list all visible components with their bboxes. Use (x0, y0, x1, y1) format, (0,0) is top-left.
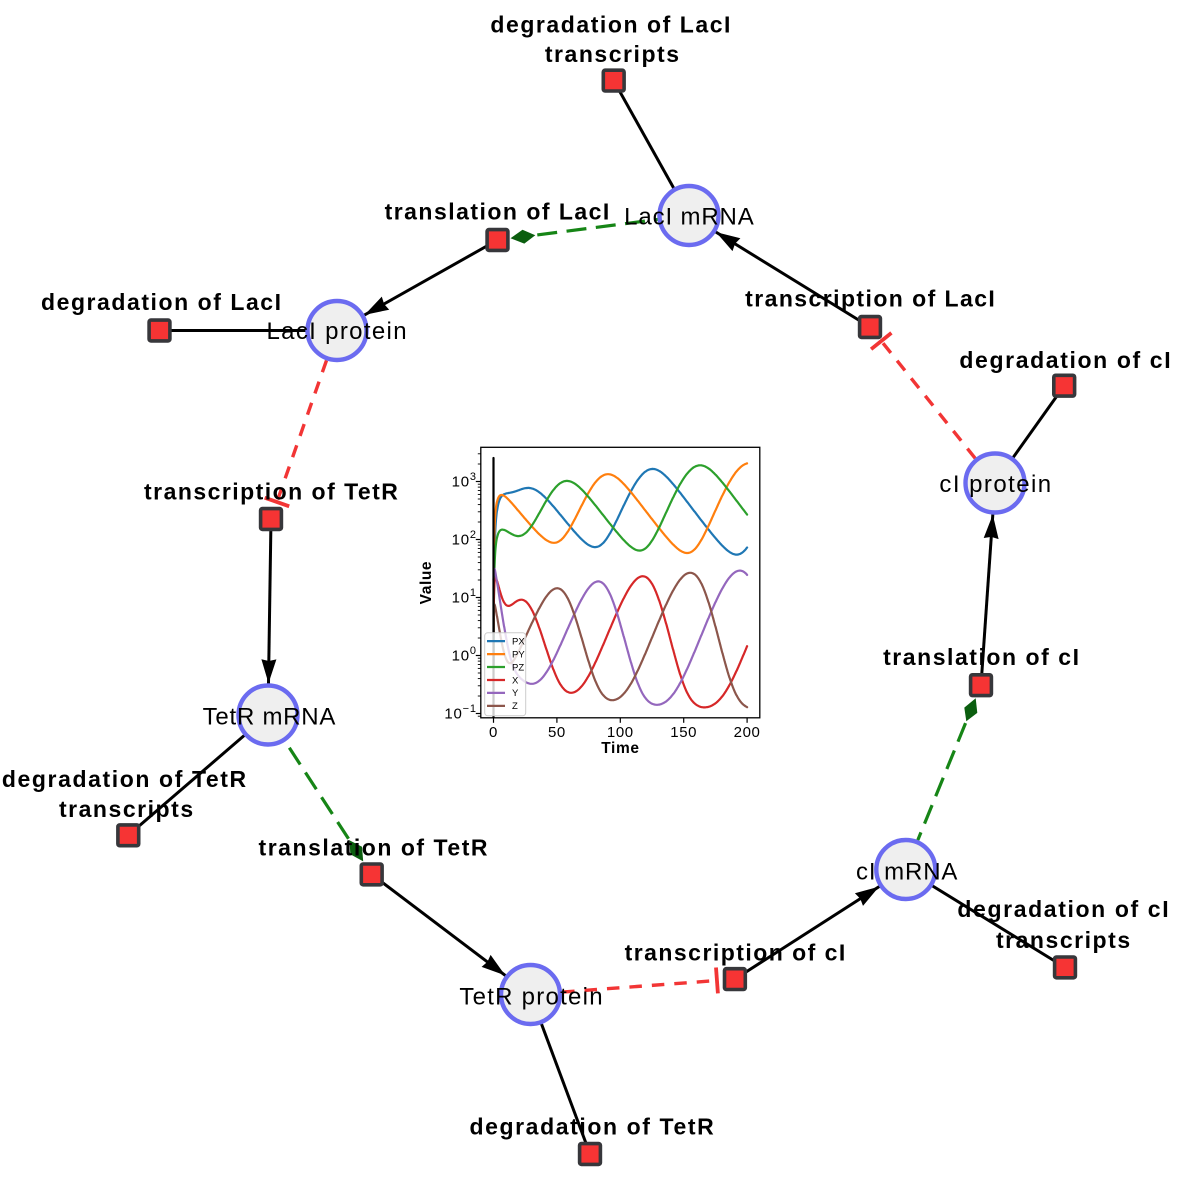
svg-text:transcripts: transcripts (545, 41, 681, 67)
svg-text:200: 200 (734, 724, 761, 741)
svg-text:degradation of cI: degradation of cI (959, 347, 1172, 373)
svg-text:degradation of LacI: degradation of LacI (490, 11, 732, 37)
svg-text:Value: Value (418, 561, 435, 605)
svg-text:transcripts: transcripts (59, 796, 195, 822)
svg-text:0: 0 (489, 724, 498, 741)
svg-text:Y: Y (512, 688, 519, 699)
svg-text:50: 50 (548, 724, 566, 741)
svg-text:translation of LacI: translation of LacI (385, 199, 611, 225)
svg-text:100: 100 (607, 724, 634, 741)
svg-text:X: X (512, 675, 519, 686)
svg-text:cI mRNA: cI mRNA (856, 859, 958, 886)
svg-text:LacI protein: LacI protein (267, 318, 408, 345)
svg-text:PX: PX (512, 636, 525, 647)
svg-text:TetR protein: TetR protein (459, 984, 603, 1011)
svg-text:150: 150 (670, 724, 697, 741)
svg-text:TetR mRNA: TetR mRNA (203, 704, 336, 731)
svg-text:transcription of TetR: transcription of TetR (144, 479, 399, 505)
svg-text:Time: Time (601, 740, 639, 757)
svg-text:translation of cI: translation of cI (883, 644, 1080, 670)
svg-text:degradation of LacI: degradation of LacI (41, 289, 283, 315)
svg-text:PZ: PZ (512, 662, 524, 673)
svg-text:translation of TetR: translation of TetR (259, 834, 490, 860)
svg-text:degradation of TetR: degradation of TetR (469, 1113, 715, 1139)
svg-text:LacI mRNA: LacI mRNA (624, 203, 754, 230)
svg-text:Z: Z (512, 701, 518, 712)
svg-text:degradation of TetR: degradation of TetR (2, 766, 248, 792)
svg-text:degradation of cI: degradation of cI (957, 896, 1170, 922)
svg-text:PY: PY (512, 649, 525, 660)
svg-text:transcripts: transcripts (996, 927, 1132, 953)
svg-text:cI protein: cI protein (939, 471, 1052, 498)
svg-text:transcription of LacI: transcription of LacI (745, 285, 996, 311)
svg-text:transcription of cI: transcription of cI (625, 940, 847, 966)
